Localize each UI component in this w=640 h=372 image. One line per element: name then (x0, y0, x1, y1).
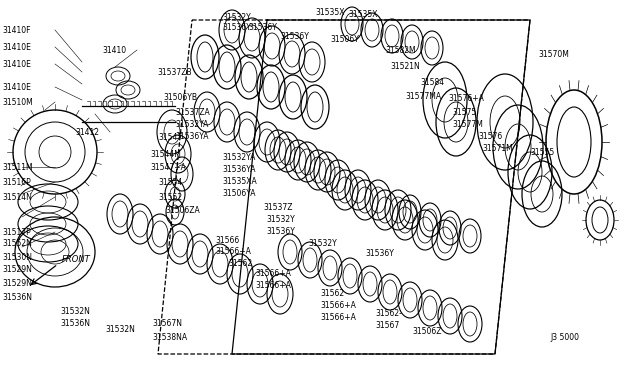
Text: 31562: 31562 (320, 289, 344, 298)
Text: 31532N: 31532N (60, 308, 90, 317)
Text: 31535X: 31535X (348, 10, 378, 19)
Text: 31536YA: 31536YA (222, 164, 255, 173)
Text: 31538NA: 31538NA (152, 333, 187, 341)
Text: 31506YA: 31506YA (222, 189, 255, 198)
Text: 31529N: 31529N (2, 266, 32, 275)
Text: 31552: 31552 (158, 192, 182, 202)
Text: 31516P: 31516P (2, 177, 31, 186)
Text: 31410F: 31410F (2, 26, 31, 35)
Text: 31562-: 31562- (375, 310, 402, 318)
Text: 31566+A: 31566+A (320, 301, 356, 311)
Text: 31410E: 31410E (2, 60, 31, 68)
Text: 31537Z: 31537Z (263, 202, 292, 212)
Text: 31577MA: 31577MA (405, 92, 441, 100)
Text: 31517P: 31517P (2, 228, 31, 237)
Text: 31575: 31575 (452, 108, 476, 116)
Text: 31547: 31547 (158, 132, 182, 141)
Text: 31555: 31555 (530, 148, 554, 157)
Text: 31576: 31576 (478, 131, 502, 141)
Text: 31506YB: 31506YB (163, 93, 197, 102)
Text: 31554: 31554 (158, 177, 182, 186)
Text: 31544M: 31544M (150, 150, 181, 158)
Text: 31410E: 31410E (2, 42, 31, 51)
Text: 31536Y: 31536Y (266, 227, 295, 235)
Text: 31410: 31410 (102, 45, 126, 55)
Text: 31566+A: 31566+A (215, 247, 251, 257)
Text: 31571M: 31571M (482, 144, 513, 153)
Text: 31552N: 31552N (2, 240, 32, 248)
Text: 31576+A: 31576+A (448, 93, 484, 103)
Text: 31577M: 31577M (452, 119, 483, 128)
Text: 31582M: 31582M (385, 45, 415, 55)
Text: 31510M: 31510M (2, 97, 33, 106)
Text: 31532Y: 31532Y (222, 13, 251, 22)
Text: 31521N: 31521N (390, 61, 420, 71)
Text: 31506ZA: 31506ZA (165, 205, 200, 215)
Text: 31412: 31412 (75, 128, 99, 137)
Text: 31567: 31567 (375, 321, 399, 330)
Text: 31506Y: 31506Y (330, 35, 359, 44)
Text: 31584: 31584 (420, 77, 444, 87)
Text: 31514N: 31514N (2, 192, 32, 202)
Text: 31566+A: 31566+A (255, 269, 291, 279)
Text: 31537ZB: 31537ZB (157, 67, 191, 77)
Text: 31566+A: 31566+A (255, 282, 291, 291)
Text: 31536Y: 31536Y (280, 32, 309, 41)
Text: 31536YA: 31536YA (175, 131, 209, 141)
Text: 31535X: 31535X (315, 7, 344, 16)
Text: 31536N: 31536N (60, 320, 90, 328)
Text: 31529N: 31529N (2, 279, 32, 288)
Text: 31570M: 31570M (538, 49, 569, 58)
Text: 31536Y: 31536Y (222, 22, 251, 32)
Text: 31532Y: 31532Y (308, 240, 337, 248)
Text: 31547+A: 31547+A (150, 163, 186, 171)
Text: 31532YA: 31532YA (175, 119, 209, 128)
Text: 31535XA: 31535XA (222, 176, 257, 186)
Text: 31566+A: 31566+A (320, 314, 356, 323)
Text: 31536N: 31536N (2, 292, 32, 301)
Text: 31530N: 31530N (2, 253, 32, 262)
Text: 31567N: 31567N (152, 320, 182, 328)
Text: 31506Z: 31506Z (412, 327, 442, 337)
Text: 31532N: 31532N (105, 326, 135, 334)
Text: FRONT: FRONT (62, 256, 91, 264)
Text: 31536Y: 31536Y (248, 22, 277, 32)
Text: J3 5000: J3 5000 (550, 333, 579, 341)
Text: 31410E: 31410E (2, 83, 31, 92)
Text: 31562: 31562 (228, 260, 252, 269)
Text: 31536Y: 31536Y (365, 250, 394, 259)
Text: 31532Y: 31532Y (266, 215, 295, 224)
Text: 31532YA: 31532YA (222, 153, 255, 161)
Text: 31566: 31566 (215, 235, 239, 244)
Text: 31511M: 31511M (2, 163, 33, 171)
Text: 31537ZA: 31537ZA (175, 108, 210, 116)
